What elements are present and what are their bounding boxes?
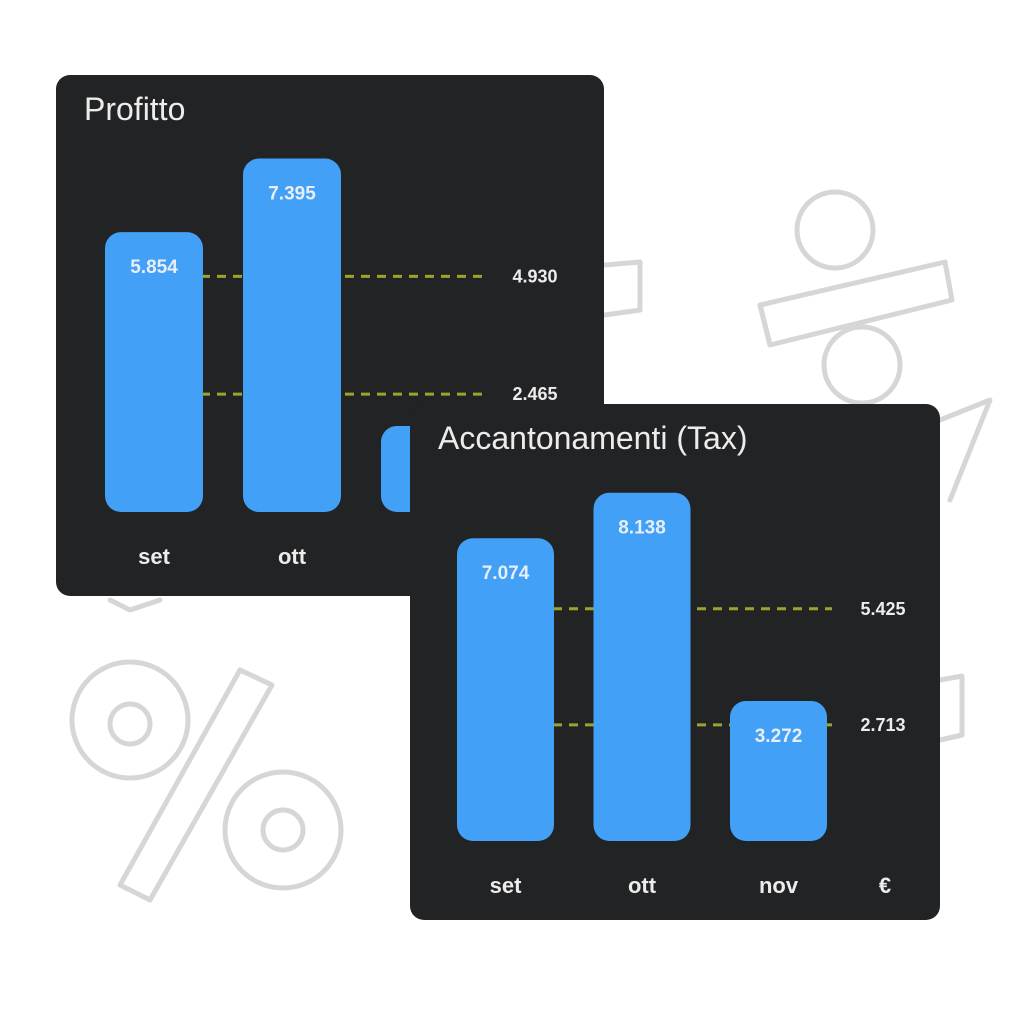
reference-line-label: 5.425 xyxy=(860,599,905,619)
x-tick-label: ott xyxy=(628,873,657,898)
percent-doodle-bottom-left-icon xyxy=(69,659,344,903)
reference-line-label: 2.465 xyxy=(512,384,557,404)
bar-value-label: 7.074 xyxy=(482,563,530,584)
accantonamenti-chart-card: Accantonamenti (Tax) 5.425 2.713 7.074 set 8… xyxy=(410,404,940,920)
doodle-fragment xyxy=(602,259,643,318)
bar-set xyxy=(105,232,203,512)
accantonamenti-chart: 5.425 2.713 7.074 set 8.138 ott 3.272 nov € xyxy=(457,492,906,898)
chart-title: Profitto xyxy=(84,91,186,127)
bar-ott xyxy=(593,492,691,841)
bar-value-label: 8.138 xyxy=(618,518,666,539)
bar-set xyxy=(457,538,554,841)
bar-value-label: 7.395 xyxy=(268,184,316,205)
unit-label: € xyxy=(879,873,891,898)
reference-line-label: 4.930 xyxy=(512,266,557,286)
bar-value-label: 5.854 xyxy=(130,257,178,278)
bar-ott xyxy=(243,158,341,513)
x-tick-label: nov xyxy=(759,873,799,898)
x-tick-label: ott xyxy=(278,544,307,569)
chart-title: Accantonamenti (Tax) xyxy=(438,420,748,456)
x-tick-label: set xyxy=(138,544,170,569)
reference-line-label: 2.713 xyxy=(860,715,905,735)
x-tick-label: set xyxy=(490,873,522,898)
percent-doodle-top-right-icon xyxy=(757,189,993,503)
bar-value-label: 3.272 xyxy=(755,726,803,747)
bar-nov xyxy=(730,700,827,841)
